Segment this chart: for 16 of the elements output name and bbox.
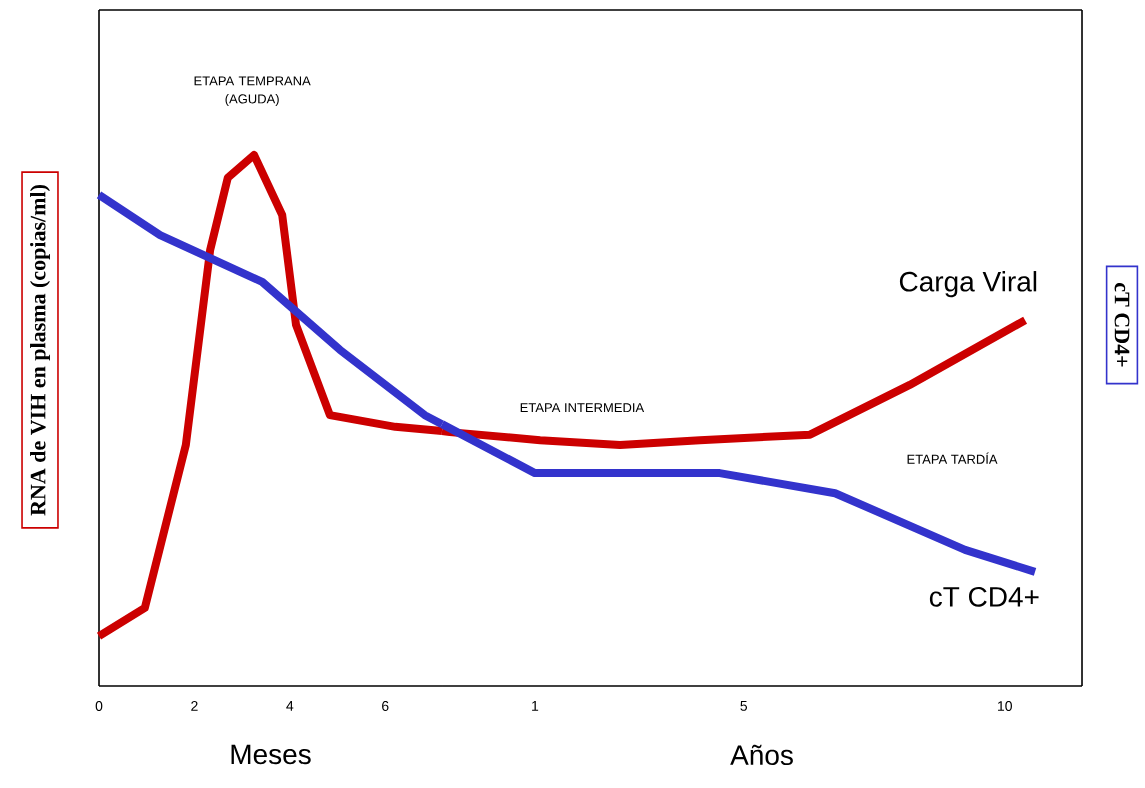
x-tick-label: 5 [740,701,748,711]
x-tick-label: 6 [382,701,389,711]
annotation: ETAPA TARDÍA [907,452,998,464]
y-axis-title: RNA de VIH en plasma (copias/ml) [30,185,50,516]
y2-axis-title: cT CD4+ [1114,283,1130,367]
x-tick-label: 10 [998,701,1012,711]
x-tick-label: 0 [95,701,103,711]
series-label: cT CD4+ [929,586,1039,607]
x-axis-title: Meses [231,744,311,765]
x-tick-label: 4 [286,701,294,711]
text: ETAPA TEMPRANA (AGUDA) [194,76,311,107]
annotation: ETAPA INTERMEDIA [520,403,645,413]
series-label: Carga Viral [899,271,1037,298]
x-tick-label: 1 [532,701,539,711]
x-tick-label: 2 [191,701,198,711]
x-axis-title: Años [730,744,793,766]
